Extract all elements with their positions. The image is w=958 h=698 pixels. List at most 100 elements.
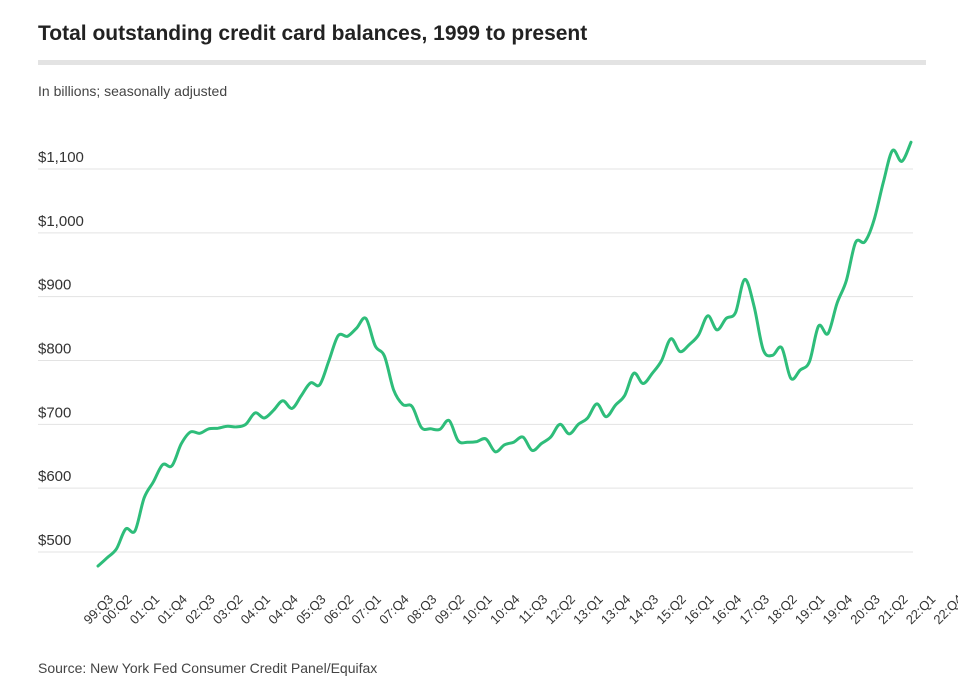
data-point — [392, 388, 396, 392]
data-point — [844, 279, 848, 283]
data-point — [540, 442, 544, 446]
data-point — [595, 402, 599, 406]
data-point — [881, 180, 885, 184]
x-tick-label: 03:Q2 — [210, 592, 246, 628]
data-point — [124, 527, 128, 531]
x-tick-label: 09:Q2 — [432, 592, 468, 628]
data-point — [364, 316, 368, 320]
x-tick-label: 08:Q3 — [404, 592, 440, 628]
data-point — [281, 399, 285, 403]
data-point — [115, 547, 119, 551]
y-tick-label: $1,100 — [38, 149, 84, 166]
data-point — [687, 343, 691, 347]
data-point — [909, 140, 913, 144]
x-tick-label: 12:Q2 — [542, 592, 578, 628]
data-point — [345, 334, 349, 338]
data-point — [373, 344, 377, 348]
data-point — [235, 425, 239, 429]
data-point — [641, 382, 645, 386]
data-point — [382, 354, 386, 358]
source-note: Source: New York Fed Consumer Credit Pan… — [38, 660, 378, 676]
data-point — [105, 556, 109, 560]
data-point — [706, 314, 710, 318]
data-point — [761, 348, 765, 352]
x-tick-label: 07:Q4 — [376, 592, 412, 628]
data-point — [207, 427, 211, 431]
x-tick-label: 17:Q3 — [736, 592, 772, 628]
data-point — [466, 440, 470, 444]
y-tick-label: $900 — [38, 277, 71, 294]
data-point — [355, 326, 359, 330]
series-layer — [96, 140, 913, 568]
x-tick-label: 01:Q4 — [154, 592, 190, 628]
data-point — [558, 422, 562, 426]
x-tick-label: 13:Q1 — [570, 592, 606, 628]
x-tick-label: 20:Q3 — [847, 592, 883, 628]
data-point — [170, 464, 174, 468]
data-point — [826, 332, 830, 336]
x-tick-label: 06:Q2 — [321, 592, 357, 628]
data-point — [133, 529, 137, 533]
data-point — [891, 149, 895, 153]
data-point — [632, 371, 636, 375]
y-tick-label: $500 — [38, 532, 71, 549]
y-tick-label: $800 — [38, 341, 71, 358]
x-tick-label: 22:Q1 — [903, 592, 939, 628]
data-point — [900, 159, 904, 163]
data-point — [272, 408, 276, 412]
data-point — [142, 496, 146, 500]
data-point — [770, 353, 774, 357]
title-divider — [38, 60, 926, 65]
data-point — [724, 316, 728, 320]
data-point — [780, 346, 784, 350]
x-tick-label: 07:Q1 — [348, 592, 384, 628]
data-point — [179, 442, 183, 446]
x-tick-label: 16:Q1 — [681, 592, 717, 628]
data-point — [484, 437, 488, 441]
data-point — [410, 405, 414, 409]
data-point — [456, 439, 460, 443]
data-point — [669, 337, 673, 341]
y-axis-ticks: $500 $600 $700 $800 $900 $1,000 $1,100 — [38, 149, 84, 549]
series-line — [96, 140, 913, 568]
data-point — [521, 435, 525, 439]
data-point — [817, 324, 821, 328]
x-tick-label: 19:Q4 — [820, 592, 856, 628]
x-axis-ticks: 99:Q300:Q201:Q101:Q402:Q303:Q204:Q104:Q4… — [80, 592, 958, 628]
data-point — [336, 334, 340, 338]
data-point — [216, 426, 220, 430]
data-point — [327, 359, 331, 363]
data-point — [253, 411, 257, 415]
data-point — [576, 422, 580, 426]
x-tick-label: 11:Q3 — [515, 592, 550, 627]
data-point — [835, 301, 839, 305]
data-point — [512, 440, 516, 444]
data-point — [438, 427, 442, 431]
y-tick-label: $700 — [38, 404, 71, 421]
data-point — [318, 383, 322, 387]
chart-subtitle: In billions; seasonally adjusted — [38, 83, 228, 99]
data-point — [798, 368, 802, 372]
data-point — [789, 376, 793, 380]
data-point — [299, 394, 303, 398]
data-point — [743, 277, 747, 281]
x-tick-label: 21:Q2 — [875, 592, 911, 628]
x-tick-label: 02:Q3 — [182, 592, 218, 628]
y-tick-label: $600 — [38, 468, 71, 485]
data-point — [863, 240, 867, 244]
x-tick-label: 15:Q2 — [653, 592, 689, 628]
data-point — [530, 449, 534, 453]
data-point — [567, 432, 571, 436]
data-point — [96, 564, 100, 568]
data-point — [503, 443, 507, 447]
data-point — [715, 328, 719, 332]
data-point — [807, 360, 811, 364]
x-tick-label: 22:Q4 — [930, 592, 958, 628]
data-point — [678, 350, 682, 354]
data-point — [872, 218, 876, 222]
data-point — [447, 419, 451, 423]
x-tick-label: 10:Q4 — [487, 592, 523, 628]
data-point — [401, 403, 405, 407]
x-tick-label: 10:Q1 — [459, 592, 495, 628]
x-tick-label: 04:Q1 — [238, 592, 274, 628]
